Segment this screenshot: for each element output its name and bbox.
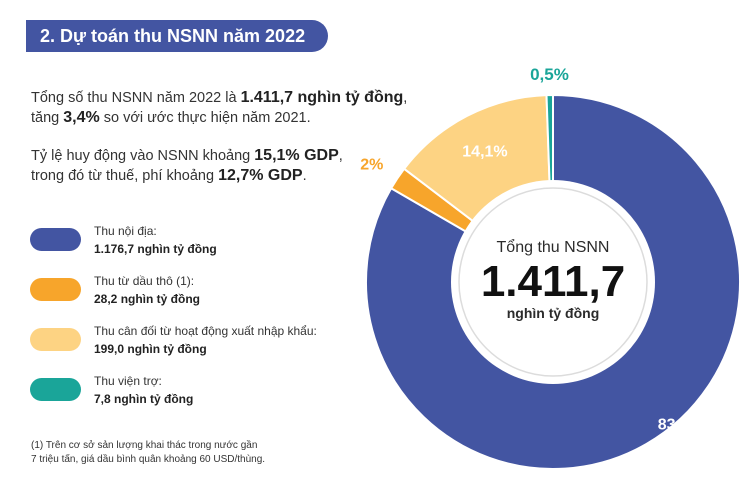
donut-hole: [458, 187, 648, 377]
legend-swatch-crude-oil: [30, 278, 81, 301]
pct-label-domestic: 83,4%: [658, 417, 703, 434]
legend-value: 28,2 nghìn tỷ đồng: [94, 292, 201, 306]
intro-total: Tổng số thu NSNN năm 2022 là 1.411,7 ngh…: [31, 88, 407, 128]
footnote-line: (1) Trên cơ sở sản lượng khai thác trong…: [31, 440, 258, 451]
footnote-line: 7 triệu tấn, giá dầu bình quân khoảng 60…: [31, 454, 266, 465]
intro-ratio-comma: ,: [338, 148, 343, 164]
legend-label: Thu nội địa:: [94, 224, 157, 238]
intro-growth-text: tăng: [31, 110, 64, 126]
intro-tax-text: trong đó từ thuế, phí khoảng: [31, 168, 219, 184]
intro-ratio: Tỷ lệ huy động vào NSNN khoảng 15,1% GDP…: [31, 146, 343, 186]
intro-total-unit: nghìn tỷ đồng: [293, 89, 404, 106]
intro-tax-period: .: [302, 168, 307, 184]
intro-total-text: Tổng số thu NSNN năm 2022 là: [31, 90, 241, 106]
legend-label: Thu từ dầu thô (1):: [94, 274, 195, 288]
intro-ratio-value: 15,1% GDP: [254, 147, 339, 164]
pct-label-import-export: 14,1%: [462, 144, 507, 161]
legend-swatch-aid: [30, 378, 81, 401]
intro-tax-value: 12,7% GDP: [218, 167, 303, 184]
footnote: (1) Trên cơ sở sản lượng khai thác trong…: [31, 439, 265, 467]
legend-swatch-domestic: [30, 228, 81, 251]
center-unit: nghìn tỷ đồng: [507, 305, 600, 321]
legend-label: Thu cân đối từ hoạt động xuất nhập khẩu:: [94, 324, 317, 338]
pct-label-crude-oil: 2%: [360, 157, 383, 174]
section-title: 2. Dự toán thu NSNN năm 2022: [26, 20, 328, 52]
intro-ratio-text: Tỷ lệ huy động vào NSNN khoảng: [31, 148, 255, 164]
intro-growth-tail: so với ước thực hiện năm 2021.: [99, 110, 311, 126]
legend-value: 1.176,7 nghìn tỷ đồng: [94, 242, 217, 256]
center-title: Tổng thu NSNN: [497, 238, 610, 256]
pct-label-aid: 0,5%: [530, 65, 569, 84]
legend-value: 7,8 nghìn tỷ đồng: [94, 392, 194, 406]
legend-label: Thu viện trợ:: [94, 374, 162, 388]
legend-swatch-import-export: [30, 328, 81, 351]
intro-comma: ,: [403, 90, 408, 106]
legend-value: 199,0 nghìn tỷ đồng: [94, 342, 207, 356]
center-value: 1.411,7: [481, 257, 625, 306]
intro-growth-value: 3,4%: [63, 109, 100, 126]
intro-total-value: 1.411,7: [240, 89, 294, 106]
